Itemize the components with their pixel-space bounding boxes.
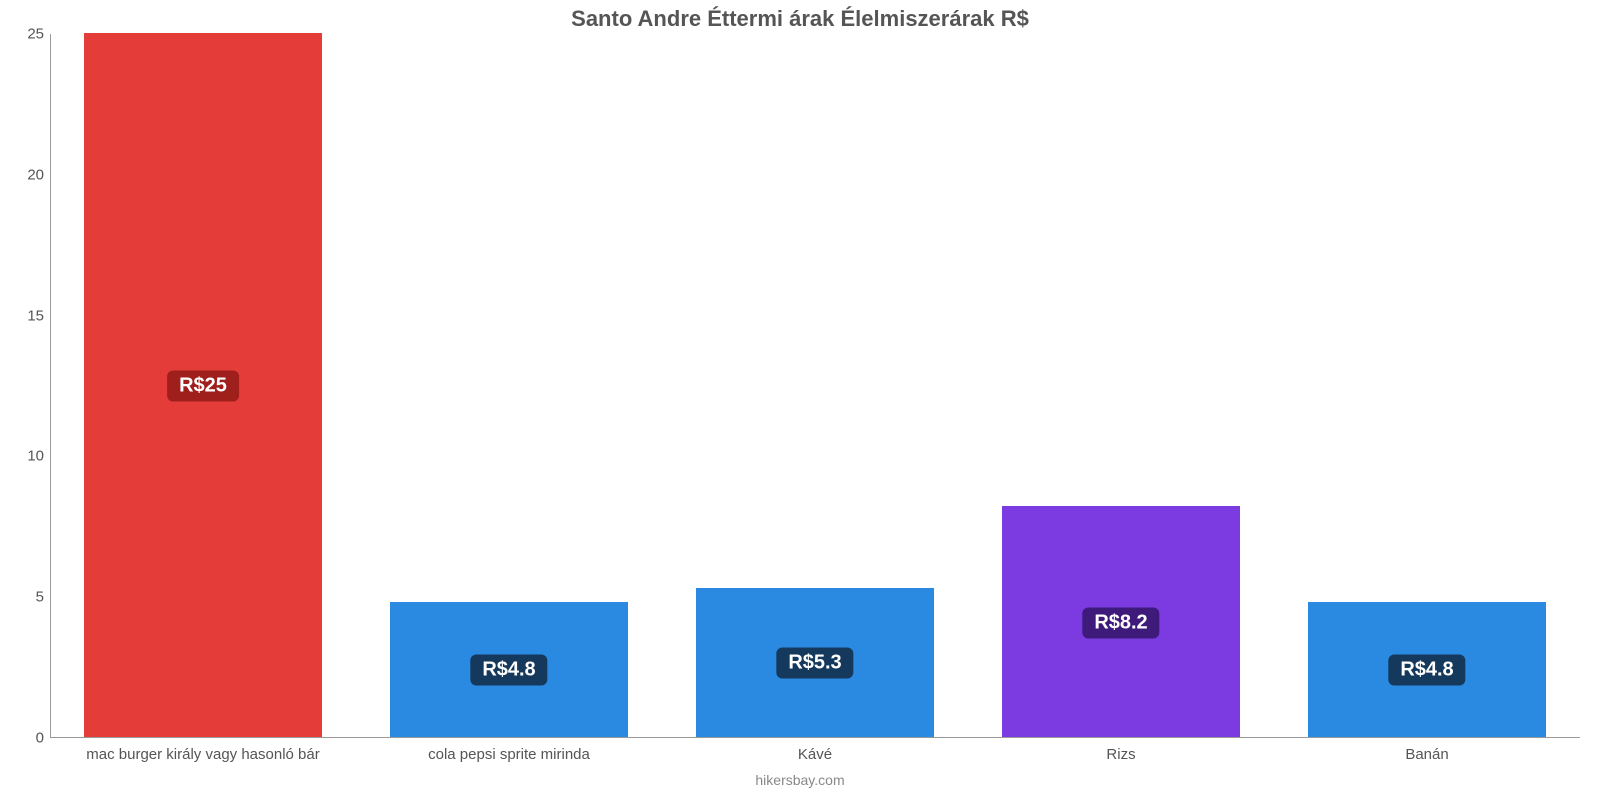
bar-value-label: R$25	[167, 371, 239, 402]
plot-area: 0510152025R$25R$4.8R$5.3R$8.2R$4.8	[50, 34, 1580, 738]
bar-value-label: R$5.3	[776, 648, 853, 679]
y-axis	[50, 34, 51, 737]
y-tick: 10	[14, 448, 44, 465]
chart-title: Santo Andre Éttermi árak Élelmiszerárak …	[0, 6, 1600, 32]
bar-value-label: R$4.8	[470, 655, 547, 686]
credit-text: hikersbay.com	[0, 772, 1600, 788]
category-label: cola pepsi sprite mirinda	[428, 746, 590, 763]
y-tick: 0	[14, 730, 44, 747]
y-tick: 20	[14, 166, 44, 183]
bar-value-label: R$4.8	[1388, 655, 1465, 686]
category-label: Banán	[1405, 746, 1448, 763]
y-tick: 5	[14, 589, 44, 606]
category-label: Kávé	[798, 746, 832, 763]
category-label: Rizs	[1106, 746, 1135, 763]
chart-container: Santo Andre Éttermi árak Élelmiszerárak …	[0, 0, 1600, 800]
y-tick: 15	[14, 307, 44, 324]
category-label: mac burger király vagy hasonló bár	[86, 746, 319, 763]
y-tick: 25	[14, 26, 44, 43]
bar-value-label: R$8.2	[1082, 607, 1159, 638]
